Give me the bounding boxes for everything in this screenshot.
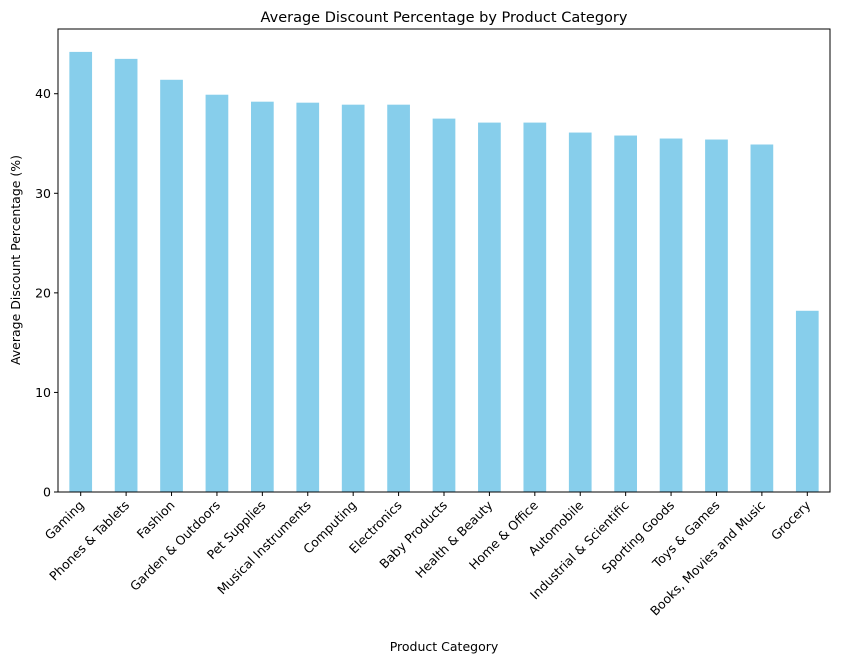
bar-1 xyxy=(114,58,138,492)
chart-title: Average Discount Percentage by Product C… xyxy=(261,10,628,26)
x-tick-label-9: Health & Beauty xyxy=(412,497,496,581)
bar-8 xyxy=(432,118,456,492)
y-tick-label-4: 40 xyxy=(35,86,51,101)
y-tick-label-0: 0 xyxy=(43,485,51,500)
bar-15 xyxy=(750,144,774,492)
bar-9 xyxy=(478,122,501,492)
bar-12 xyxy=(614,135,637,492)
y-axis-label: Average Discount Percentage (%) xyxy=(8,155,23,365)
y-tick-label-2: 20 xyxy=(35,285,51,300)
bar-10 xyxy=(523,122,547,492)
bar-13 xyxy=(659,138,683,492)
x-tick-label-0: Gaming xyxy=(42,498,87,543)
x-axis-label: Product Category xyxy=(390,639,499,654)
y-tick-label-1: 10 xyxy=(35,385,51,400)
bar-2 xyxy=(160,79,183,493)
bars-group xyxy=(69,51,819,493)
bar-4 xyxy=(251,101,274,492)
x-tick-label-2: Fashion xyxy=(134,498,178,542)
y-axis: 0 10 20 30 40 xyxy=(35,86,58,500)
bar-6 xyxy=(341,104,365,492)
x-tick-label-16: Grocery xyxy=(768,497,814,543)
bar-7 xyxy=(387,104,410,492)
bar-0 xyxy=(69,51,93,493)
bar-11 xyxy=(568,132,592,493)
bar-16 xyxy=(795,310,819,492)
bar-3 xyxy=(205,94,229,492)
bar-14 xyxy=(705,139,728,492)
y-tick-label-3: 30 xyxy=(35,186,51,201)
x-tick-label-1: Phones & Tablets xyxy=(46,498,132,584)
bar-5 xyxy=(296,102,320,493)
plot-frame xyxy=(57,28,831,493)
